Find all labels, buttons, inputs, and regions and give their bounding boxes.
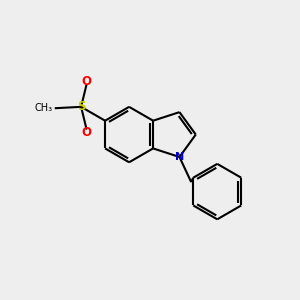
Text: O: O <box>82 74 92 88</box>
Text: O: O <box>82 126 92 139</box>
Text: N: N <box>175 152 184 162</box>
Text: CH₃: CH₃ <box>34 103 52 113</box>
Text: S: S <box>77 100 85 113</box>
